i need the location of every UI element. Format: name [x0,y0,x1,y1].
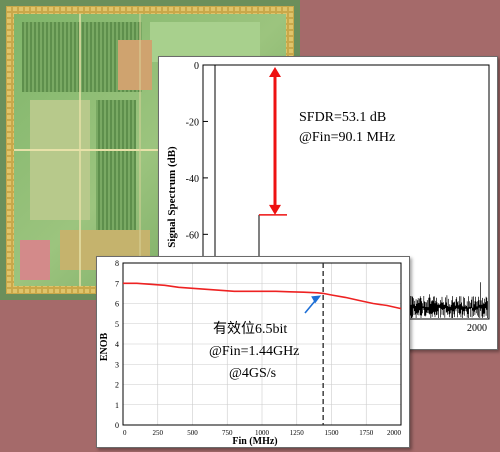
enob-x-tick-label: 250 [153,429,164,437]
enob-x-tick-label: 0 [123,429,127,437]
sfdr-arrow-head-bottom [269,204,281,215]
enob-x-tick-label: 750 [222,429,233,437]
enob-y-tick-label: 7 [115,279,119,288]
spectrum-y-tick-label: -60 [186,230,199,241]
enob-y-tick-label: 6 [115,300,119,309]
enob-x-tick-label: 1750 [359,429,374,437]
enob-annotation-text: @Fin=1.44GHz [209,344,299,359]
enob-y-tick-label: 0 [115,421,119,430]
enob-y-tick-label: 4 [115,340,119,349]
enob-y-tick-label: 5 [115,320,119,329]
enob-x-tick-label: 2000 [387,429,402,437]
enob-chart-panel: 0 1 2 3 4 5 6 7 8 0 250 500 750 1000 1250 1500 1750 2000 … [96,256,410,448]
enob-y-tick-label: 2 [115,381,119,390]
enob-plot-frame [122,262,402,426]
enob-annotation-text: @4GS/s [229,366,276,381]
enob-x-tick-label: 1000 [255,429,270,437]
enob-y-axis-label: ENOB [99,333,110,362]
enob-y-tick-label: 3 [115,360,119,369]
enob-y-tick-label: 8 [115,259,119,268]
enob-x-tick-label: 1500 [325,429,340,437]
spectrum-x-tick-label: 2000 [467,323,487,334]
spectrum-y-tick-label: 0 [194,61,199,72]
enob-series-line [123,282,402,310]
spectrum-y-tick-label: -20 [186,117,199,128]
enob-x-axis-label: Fin (MHz) [232,436,277,447]
sfdr-arrow-head-top [269,67,281,77]
enob-callout-arrow-head [311,295,322,304]
sfdr-annotation-text: SFDR=53.1 dB [299,110,386,125]
spectrum-y-tick-label: -40 [186,174,199,185]
enob-x-tick-label: 1250 [290,429,305,437]
sfdr-annotation-text: @Fin=90.1 MHz [299,130,395,145]
enob-y-tick-label: 1 [115,401,119,410]
enob-annotation-text: 有效位6.5bit [213,321,287,337]
spectrum-y-axis-label: Signal Spectrum (dB) [166,146,178,248]
enob-x-tick-label: 500 [187,429,198,437]
